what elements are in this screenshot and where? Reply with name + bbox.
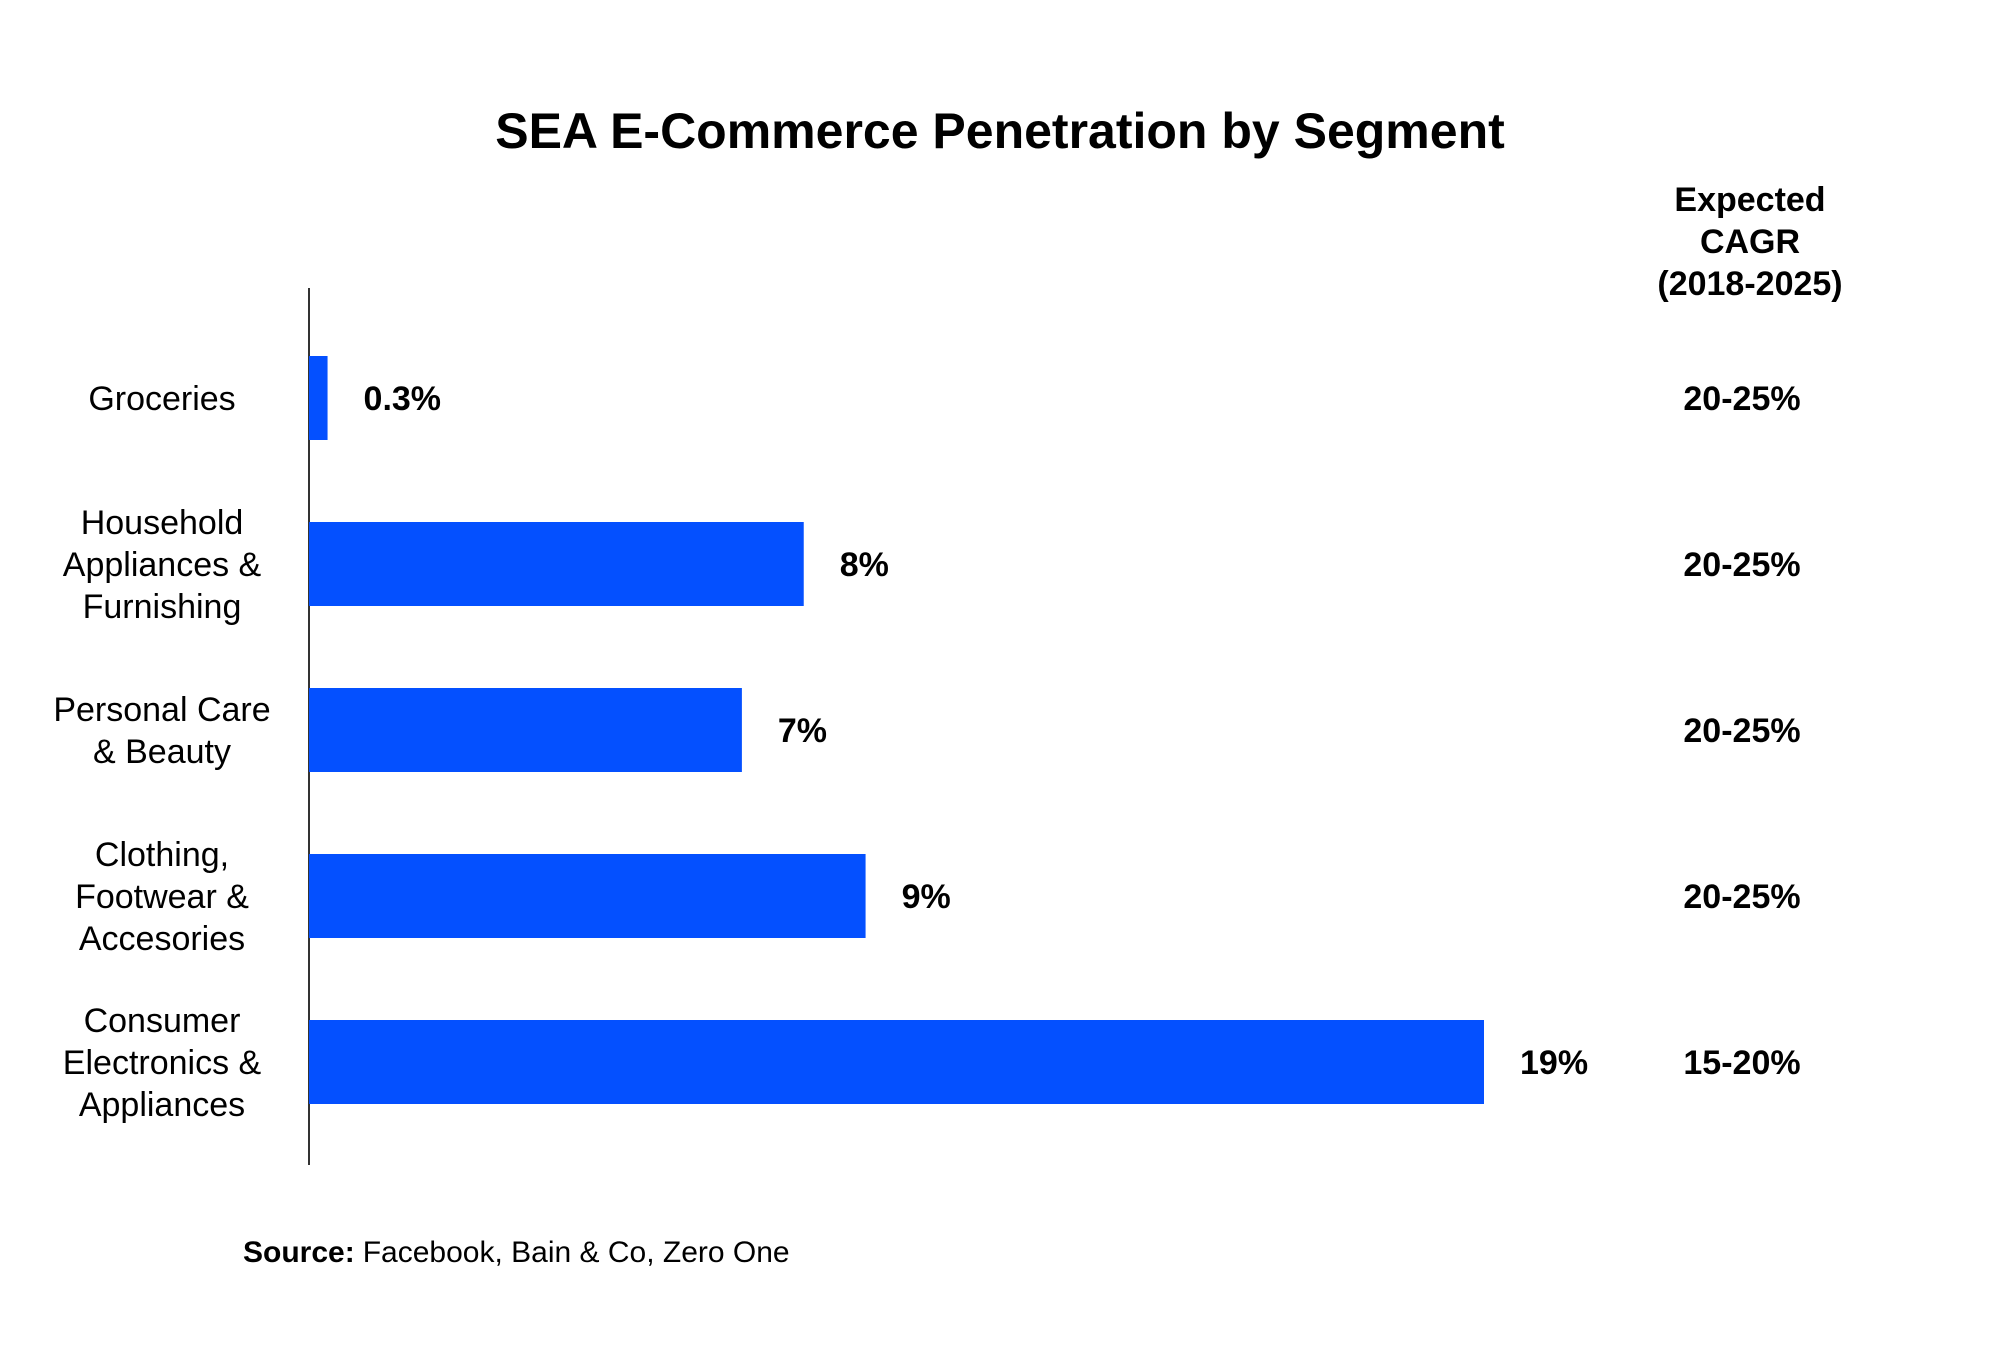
category-label: Consumer Electronics & Appliances: [63, 1002, 262, 1124]
value-label: 19%: [1520, 1044, 1588, 1082]
cagr-header-line: CAGR: [1700, 223, 1800, 261]
category-label-line: Electronics &: [63, 1044, 262, 1082]
chart-title: SEA E-Commerce Penetration by Segment: [495, 103, 1505, 159]
cagr-value: 20-25%: [1683, 712, 1800, 750]
category-label-line: Furnishing: [83, 588, 242, 626]
category-label-line: Clothing,: [95, 836, 229, 874]
bars: [309, 356, 1484, 1104]
cagr-header-text: Expected CAGR (2018-2025): [1657, 181, 1842, 303]
bar: [309, 522, 804, 606]
bar: [309, 356, 328, 440]
bar: [309, 854, 866, 938]
category-label-line: Appliances &: [63, 546, 262, 584]
source-label: Source:: [243, 1236, 355, 1269]
category-label: Groceries: [88, 380, 235, 418]
cagr-value: 20-25%: [1683, 380, 1800, 418]
bar: [309, 1020, 1484, 1104]
category-label-line: Appliances: [79, 1086, 245, 1124]
category-label-line: Groceries: [88, 380, 235, 418]
cagr-header-line: (2018-2025): [1657, 265, 1842, 303]
bar: [309, 688, 742, 772]
value-label: 0.3%: [364, 380, 442, 418]
category-label-line: Accesories: [79, 920, 245, 958]
value-label: 9%: [902, 878, 951, 916]
cagr-value: 15-20%: [1683, 1044, 1800, 1082]
cagr-value: 20-25%: [1683, 878, 1800, 916]
cagr-value: 20-25%: [1683, 546, 1800, 584]
category-label-line: Personal Care: [53, 691, 270, 729]
category-labels: Groceries Household Appliances & Furnishing…: [53, 380, 270, 1124]
cagr-header: Expected CAGR (2018-2025): [1657, 181, 1842, 303]
value-label: 8%: [840, 546, 889, 584]
category-label-line: & Beauty: [93, 733, 231, 771]
cagr-values: 20-25% 20-25% 20-25% 20-25% 15-20%: [1683, 380, 1800, 1082]
source-note: Source: Facebook, Bain & Co, Zero One: [243, 1236, 790, 1269]
source-text: Facebook, Bain & Co, Zero One: [363, 1236, 790, 1269]
value-labels: 0.3% 8% 7% 9% 19%: [364, 380, 1589, 1082]
category-label: Clothing, Footwear & Accesories: [75, 836, 249, 958]
category-label-line: Household: [81, 504, 244, 542]
category-label-line: Footwear &: [75, 878, 249, 916]
category-label: Household Appliances & Furnishing: [63, 504, 262, 626]
cagr-header-line: Expected: [1674, 181, 1825, 219]
category-label: Personal Care & Beauty: [53, 691, 270, 771]
category-label-line: Consumer: [84, 1002, 241, 1040]
value-label: 7%: [778, 712, 827, 750]
